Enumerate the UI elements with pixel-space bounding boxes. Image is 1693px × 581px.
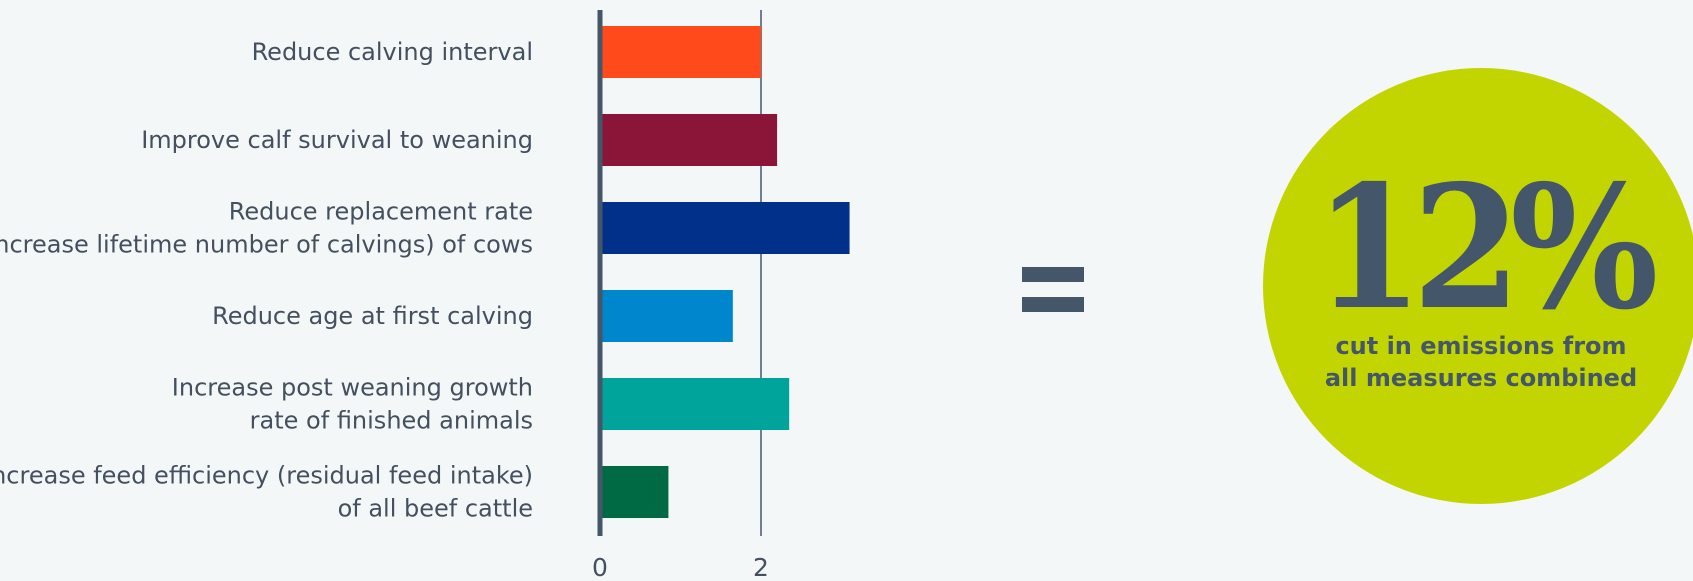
category-label-2-0: Reduce replacement rate (229, 198, 533, 226)
bar-4 (600, 378, 790, 430)
category-label-1-0: Improve calf survival to weaning (141, 126, 533, 154)
category-label-0-0: Reduce calving interval (252, 38, 533, 66)
category-label-2-1: (increase lifetime number of calvings) o… (0, 231, 533, 259)
callout-caption-line-1: cut in emissions from (1335, 332, 1627, 360)
bar-5 (600, 466, 669, 518)
category-label-5-1: of all beef cattle (338, 495, 533, 523)
summary-callout-circle: 12% cut in emissions from all measures c… (1263, 68, 1693, 504)
category-label-5-0: Increase feed efficiency (residual feed … (0, 462, 533, 490)
equals-sign (1022, 267, 1084, 312)
x-tick-label-0: 0 (592, 553, 608, 581)
category-label-4-0: Increase post weaning growth (172, 374, 533, 402)
x-tick-label-1: 2 (753, 553, 769, 581)
category-label-4-1: rate of finished animals (250, 407, 533, 435)
bar-0 (600, 26, 761, 78)
bar-2 (600, 202, 850, 254)
callout-caption-line-2: all measures combined (1324, 364, 1638, 392)
bar-3 (600, 290, 733, 342)
bar-chart: Reduce calving interval Improve calf surv… (0, 10, 850, 581)
callout-percentage: 12% (1314, 148, 1658, 348)
callout-caption: cut in emissions from all measures combi… (1263, 330, 1693, 394)
bar-1 (600, 114, 778, 166)
category-label-3-0: Reduce age at first calving (212, 302, 533, 330)
